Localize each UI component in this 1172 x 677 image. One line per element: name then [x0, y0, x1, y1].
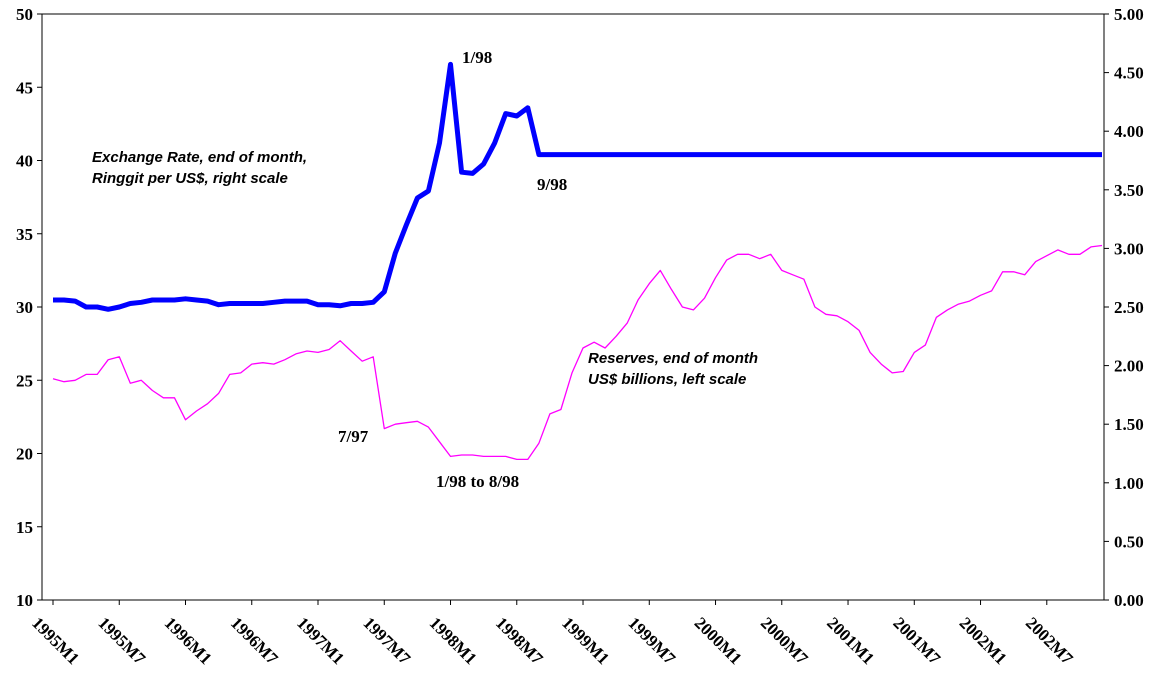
series-line	[52, 244, 1103, 461]
y-tick-label: 45	[16, 78, 33, 97]
x-tick-label: 1995M1	[28, 613, 83, 668]
y-tick-label: 40	[16, 152, 33, 171]
x-tick-label: 1996M1	[161, 613, 216, 668]
x-tick-label: 1998M7	[492, 613, 547, 668]
x-tick-label: 1999M1	[558, 613, 613, 668]
y2-tick-label: 2.00	[1114, 357, 1144, 376]
y-tick-label: 30	[16, 298, 33, 317]
y2-tick-label: 3.50	[1114, 181, 1144, 200]
y2-tick-label: 3.00	[1114, 239, 1144, 258]
y-tick-label: 20	[16, 445, 33, 464]
x-tick-label: 2000M7	[757, 613, 812, 668]
y2-tick-label: 1.50	[1114, 415, 1144, 434]
x-tick-label: 2002M1	[956, 613, 1011, 668]
series-line	[53, 61, 1102, 312]
x-tick-label: 2002M7	[1022, 613, 1077, 668]
y-tick-label: 15	[16, 518, 33, 537]
x-tick-label: 2000M1	[691, 613, 746, 668]
x-tick-label: 1999M7	[624, 613, 679, 668]
annotation: 9/98	[537, 175, 567, 194]
reserves-label: Reserves, end of month US$ billions, lef…	[588, 350, 759, 388]
x-tick-label: 2001M7	[889, 613, 944, 668]
y2-tick-label: 4.50	[1114, 64, 1144, 83]
annotation: 1/98 to 8/98	[436, 472, 519, 491]
annotation: 1/98	[462, 48, 492, 67]
y2-tick-label: 0.50	[1114, 532, 1144, 551]
x-tick-label: 1996M7	[227, 613, 282, 668]
y-tick-label: 35	[16, 225, 33, 244]
y2-tick-label: 0.00	[1114, 591, 1144, 610]
annotation: 7/97	[338, 427, 369, 446]
y2-tick-label: 2.50	[1114, 298, 1144, 317]
x-tick-label: 1998M1	[426, 613, 481, 668]
y2-tick-label: 4.00	[1114, 122, 1144, 141]
y-tick-label: 10	[16, 591, 33, 610]
y2-tick-label: 5.00	[1114, 5, 1144, 24]
y-tick-label: 25	[16, 371, 33, 390]
x-tick-label: 1997M1	[293, 613, 348, 668]
x-tick-label: 2001M1	[823, 613, 878, 668]
y2-tick-label: 1.00	[1114, 474, 1144, 493]
y-tick-label: 50	[16, 5, 33, 24]
x-tick-label: 1997M7	[359, 613, 414, 668]
exchange-label: Exchange Rate, end of month, Ringgit per…	[92, 149, 308, 187]
x-tick-label: 1995M7	[94, 613, 149, 668]
